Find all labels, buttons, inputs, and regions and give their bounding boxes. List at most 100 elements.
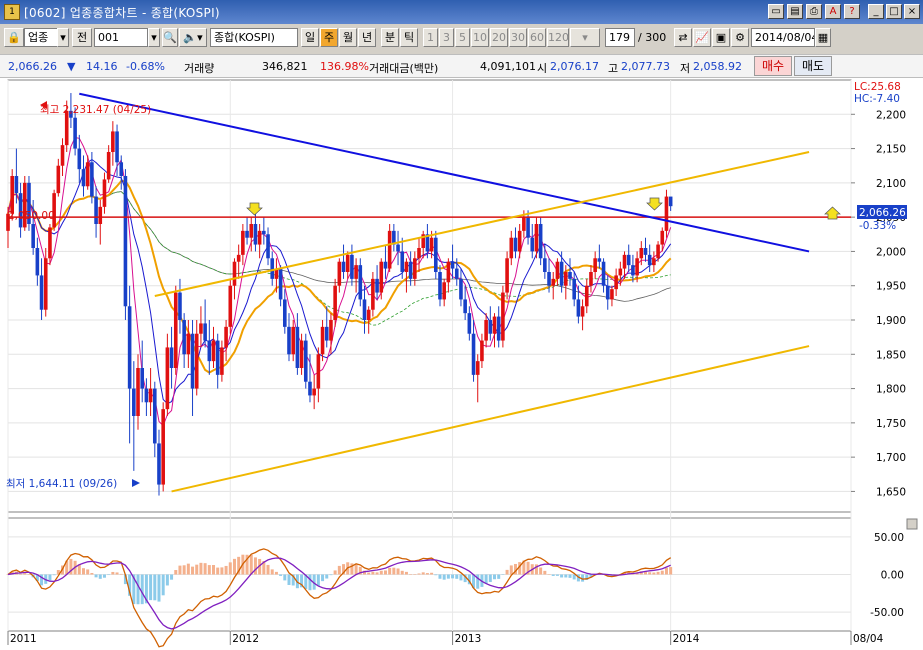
macd-bar [40,574,44,586]
help-icon[interactable]: ? [844,4,860,19]
interval-20[interactable]: 20 [490,28,508,47]
volume-ratio: 136.98% [320,60,369,73]
candle-body [610,289,614,300]
stock-chart[interactable]: 2,2002,1502,1002,0502,0001,9501,9001,850… [0,78,923,650]
candle-body [488,320,493,334]
search-icon[interactable]: 🔍 [162,28,178,47]
candle-body [178,292,182,320]
layout1-icon[interactable]: ▭ [768,4,784,19]
macd-tick-label: 50.00 [874,532,904,544]
macd-bar [186,563,190,575]
code-input[interactable]: 001 [94,28,148,47]
candle-body [639,248,644,259]
last-price-label: 2,066.26 [859,207,906,219]
period-tick[interactable]: 틱 [400,28,418,47]
interval-30[interactable]: 30 [509,28,527,47]
period-week[interactable]: 주 [320,28,338,47]
macd-bar [291,574,295,586]
candle-body [241,230,245,255]
macd-bar [312,574,316,590]
period-year[interactable]: 년 [358,28,376,47]
candle-body [429,237,434,252]
change-arrow: ▼ [67,60,76,73]
macd-bar [237,556,241,575]
macd-bar [132,574,136,605]
maximize-icon[interactable]: □ [886,4,902,19]
candle-body [194,333,199,389]
tool-arrows-icon[interactable]: ⇄ [674,28,692,47]
prev-button[interactable]: 전 [72,28,92,47]
sector-dropdown-icon[interactable]: ▾ [57,28,69,47]
period-minute[interactable]: 분 [381,28,399,47]
macd-bar [392,567,396,575]
tool-save-icon[interactable]: ▣ [712,28,730,47]
interval-5[interactable]: 5 [455,28,470,47]
macd-bar [94,574,98,578]
macd-bar [371,571,375,575]
period-day[interactable]: 일 [301,28,319,47]
macd-bar [35,574,39,581]
count-total: / 300 [638,31,667,44]
candle-body [375,278,379,293]
code-dropdown-icon[interactable]: ▾ [148,28,160,47]
macd-bar [362,570,366,575]
y-tick-label: 1,900 [876,315,906,327]
buy-button[interactable]: 매수 [754,56,792,76]
sector-selector[interactable]: 업종 [24,28,58,47]
candle-body [383,261,388,269]
candle-body [10,176,14,214]
macd-bar [300,574,304,588]
candle-body [224,326,228,348]
calendar-icon[interactable]: ▦ [815,28,831,47]
candle-body [459,278,463,300]
candle-body [526,217,530,238]
macd-bar [182,565,186,575]
tool-chart-icon[interactable]: 📈 [693,28,711,47]
interval-120[interactable]: 120 [547,28,569,47]
candle-body [601,261,606,286]
window-title: [0602] 업종종합차트 - 종합(KOSPI) [24,6,220,20]
lock-icon[interactable]: 🔒 [4,28,24,47]
count-input[interactable]: 179 [605,28,635,47]
font-icon[interactable]: A [825,4,841,19]
macd-bar [404,571,408,575]
macd-bar [123,574,127,585]
interval-1[interactable]: 1 [423,28,438,47]
candle-body [379,261,384,293]
interval-3[interactable]: 3 [439,28,454,47]
date-input[interactable]: 2014/08/04 [751,28,815,47]
candle-body [496,316,501,341]
candle-body [161,409,165,485]
macd-bar [86,569,90,575]
layout2-icon[interactable]: ▤ [787,4,803,19]
macd-bar [207,565,211,575]
macd-bar [400,570,404,575]
print-icon[interactable]: ⎙ [806,4,822,19]
macd-bar [136,574,140,605]
macd-bar [170,574,174,580]
candle-body [341,261,346,272]
candle-body [132,388,136,416]
candle-body [509,237,514,259]
macd-bar [581,574,585,582]
candle-body [169,347,174,368]
macd-bar [153,574,157,601]
change: 14.16 [86,60,118,73]
interval-60[interactable]: 60 [528,28,546,47]
y-tick-label: 1,700 [876,452,906,464]
interval-10[interactable]: 10 [471,28,489,47]
macd-bar [354,563,358,575]
close-icon[interactable]: × [904,4,920,19]
settings-icon[interactable]: ⚙ [731,28,749,47]
speaker-icon[interactable]: 🔈▾ [179,28,207,47]
pane-close-icon[interactable] [906,518,918,530]
minimize-icon[interactable]: _ [868,4,884,19]
candle-body [425,234,430,252]
period-month[interactable]: 월 [339,28,357,47]
interval-custom-dropdown[interactable]: ▾ [570,28,600,47]
candle-body [14,176,19,194]
downtrend-line [79,92,810,253]
sell-button[interactable]: 매도 [794,56,832,76]
macd-bar [149,574,153,601]
candle-body [547,272,551,286]
